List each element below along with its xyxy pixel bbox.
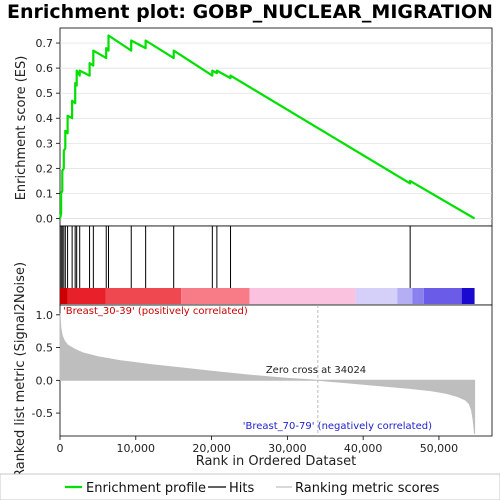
es-tick-label: 0.3 — [36, 137, 54, 150]
x-tick-label: 10,000 — [117, 442, 156, 455]
metric-tick-label: 0.5 — [36, 342, 54, 355]
heatmap-segment — [249, 288, 356, 304]
x-tick-label: 30,000 — [268, 442, 307, 455]
legend-ranking-label: Ranking metric scores — [295, 481, 440, 496]
x-axis-label: Rank in Ordered Dataset — [196, 454, 357, 469]
legend: Enrichment profile Hits Ranking metric s… — [0, 473, 500, 500]
heatmap-segment — [105, 288, 182, 304]
es-grid — [60, 42, 492, 219]
es-tick-label: 0.0 — [36, 212, 54, 225]
enrichment-profile-line — [58, 34, 476, 220]
es-tick-label: 0.7 — [36, 37, 54, 50]
rank-heatmap-bar — [60, 288, 475, 304]
heatmap-segment — [423, 288, 462, 304]
ranked-metric-area — [59, 313, 476, 435]
x-tick-label: 40,000 — [344, 442, 383, 455]
chart-title: Enrichment plot: GOBP_NUCLEAR_MIGRATION — [7, 1, 493, 23]
es-panel-frame — [59, 27, 493, 227]
heatmap-segment — [397, 288, 413, 304]
heatmap-segment — [461, 288, 475, 304]
es-tick-label: 0.5 — [36, 87, 54, 100]
heatmap-segment — [412, 288, 424, 304]
legend-hits-label: Hits — [229, 481, 254, 496]
x-tick-label: 50,000 — [420, 442, 459, 455]
zero-cross-label: Zero cross at 34024 — [266, 365, 366, 376]
es-tick-label: 0.2 — [36, 162, 54, 175]
negative-correlation-label: 'Breast_70-79' (negatively correlated) — [243, 421, 432, 432]
x-tick-label: 20,000 — [192, 442, 231, 455]
heatmap-segment — [355, 288, 398, 304]
es-tick-label: 0.1 — [36, 187, 54, 200]
es-axis-label: Enrichment score (ES) — [14, 56, 29, 201]
heatmap-segment — [67, 288, 106, 304]
rank-x-ticks: 0 10,000 20,000 30,000 40,000 50,000 — [57, 436, 459, 455]
heatmap-segment — [60, 288, 68, 304]
positive-correlation-label: 'Breast_30-39' (positively correlated) — [63, 306, 248, 317]
es-y-ticks: 0.0 0.1 0.2 0.3 0.4 0.5 0.6 0.7 — [36, 37, 60, 225]
legend-box — [0, 473, 500, 500]
hit-lines — [60, 226, 411, 288]
metric-y-ticks: -0.5 0.0 0.5 1.0 — [32, 309, 60, 420]
legend-enrichment-label: Enrichment profile — [86, 481, 206, 496]
es-tick-label: 0.4 — [36, 112, 54, 125]
metric-axis-label: Ranked list metric (Signal2Noise) — [13, 262, 28, 478]
metric-tick-label: -0.5 — [32, 407, 53, 420]
es-tick-label: 0.6 — [36, 62, 54, 75]
x-tick-label: 0 — [57, 442, 64, 455]
metric-tick-label: 1.0 — [36, 309, 54, 322]
metric-tick-label: 0.0 — [36, 374, 54, 387]
heatmap-segment — [181, 288, 250, 304]
